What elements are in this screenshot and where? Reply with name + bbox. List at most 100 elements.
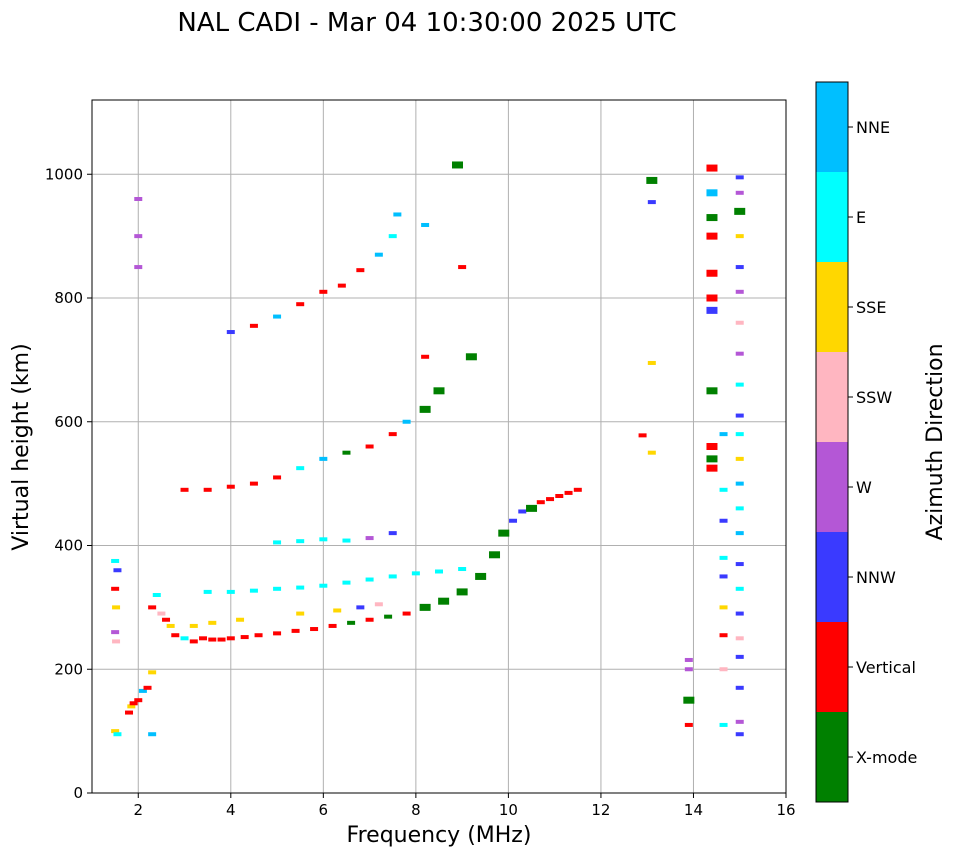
echo-point — [735, 320, 744, 325]
echo-point — [433, 387, 445, 395]
echo-point — [226, 484, 235, 489]
echo-point — [706, 214, 718, 222]
echo-point — [249, 588, 258, 593]
echo-point — [208, 620, 217, 625]
echo-point — [203, 589, 212, 594]
colorbar-tick-label: Vertical — [856, 658, 916, 677]
colorbar-label: Azimuth Direction — [923, 343, 948, 540]
echo-point — [388, 531, 397, 536]
echo-point — [438, 597, 450, 605]
echo-point — [236, 617, 245, 622]
echo-point — [735, 456, 744, 461]
echo-point — [111, 558, 120, 563]
echo-point — [296, 611, 305, 616]
echo-point — [342, 580, 351, 585]
echo-point — [113, 568, 122, 573]
echo-point — [143, 685, 152, 690]
echo-point — [112, 639, 121, 644]
echo-point — [509, 518, 518, 523]
echo-point — [157, 611, 166, 616]
echo-point — [296, 585, 305, 590]
colorbar-tick-label: W — [856, 478, 872, 497]
echo-point — [189, 623, 198, 628]
colorbar-tick-label: X-mode — [856, 748, 917, 767]
echo-point — [134, 197, 143, 201]
echo-point — [719, 487, 728, 492]
echo-point — [735, 531, 744, 536]
echo-point — [129, 701, 138, 706]
y-axis-label: Virtual height (km) — [9, 343, 34, 550]
echo-point — [735, 413, 744, 418]
echo-point — [536, 500, 545, 505]
azimuth-colorbar: X-mode Vertical NNW W SSW SSE E NNE — [815, 81, 917, 803]
echo-point — [273, 540, 282, 545]
echo-point — [166, 623, 175, 628]
echo-point — [706, 294, 718, 302]
echo-point — [735, 432, 744, 437]
echo-point — [273, 631, 282, 636]
echo-point — [273, 475, 282, 480]
colorbar-segment — [816, 262, 848, 352]
x-tick-label: 16 — [776, 801, 795, 819]
plot-frame — [91, 99, 787, 794]
echo-point — [291, 628, 300, 633]
echo-point — [337, 283, 346, 288]
x-tick-label: 12 — [591, 801, 610, 819]
echo-point — [254, 633, 263, 638]
echo-point — [365, 617, 374, 622]
echo-point — [706, 306, 718, 314]
echo-point — [388, 574, 397, 579]
x-tick-label: 6 — [319, 801, 329, 819]
echo-marks — [111, 161, 746, 737]
echo-point — [249, 323, 258, 328]
echo-point — [719, 667, 728, 672]
y-tick-label: 200 — [54, 660, 83, 678]
echo-point — [555, 494, 564, 498]
echo-point — [180, 487, 189, 492]
echo-point — [374, 602, 383, 607]
echo-point — [735, 190, 744, 195]
echo-point — [735, 351, 744, 356]
echo-point — [393, 212, 402, 217]
echo-point — [171, 633, 180, 638]
echo-point — [734, 207, 746, 215]
echo-point — [319, 289, 328, 294]
echo-point — [638, 433, 647, 438]
echo-point — [735, 719, 744, 724]
echo-point — [347, 620, 356, 625]
echo-point — [456, 588, 468, 596]
echo-point — [706, 464, 718, 472]
echo-point — [148, 605, 157, 610]
echo-point — [162, 617, 171, 622]
colorbar-tick-label: SSE — [856, 298, 886, 317]
colorbar-segment — [816, 82, 848, 172]
echo-point — [356, 605, 365, 610]
echo-point — [719, 555, 728, 560]
echo-point — [735, 562, 744, 567]
echo-point — [113, 732, 122, 737]
y-tick-label: 600 — [54, 413, 83, 431]
echo-point — [706, 455, 718, 463]
x-tick-label: 2 — [133, 801, 143, 819]
echo-point — [134, 265, 143, 270]
echo-point — [226, 330, 235, 335]
echo-point — [384, 614, 393, 619]
echo-point — [152, 593, 161, 597]
colorbar-tick-label: NNE — [856, 118, 890, 137]
echo-point — [388, 432, 397, 437]
echo-point — [226, 636, 235, 641]
echo-point — [111, 586, 120, 591]
echo-point — [458, 567, 467, 572]
echo-point — [684, 722, 693, 727]
colorbar-segment — [816, 172, 848, 262]
echo-point — [684, 657, 693, 662]
echo-point — [112, 605, 121, 610]
echo-point — [148, 670, 157, 675]
echo-point — [706, 164, 718, 172]
echo-point — [735, 289, 744, 294]
echo-point — [249, 481, 258, 486]
echo-point — [319, 456, 328, 461]
echo-point — [735, 506, 744, 511]
echo-point — [419, 603, 431, 611]
x-axis-label: Frequency (MHz) — [347, 823, 532, 848]
